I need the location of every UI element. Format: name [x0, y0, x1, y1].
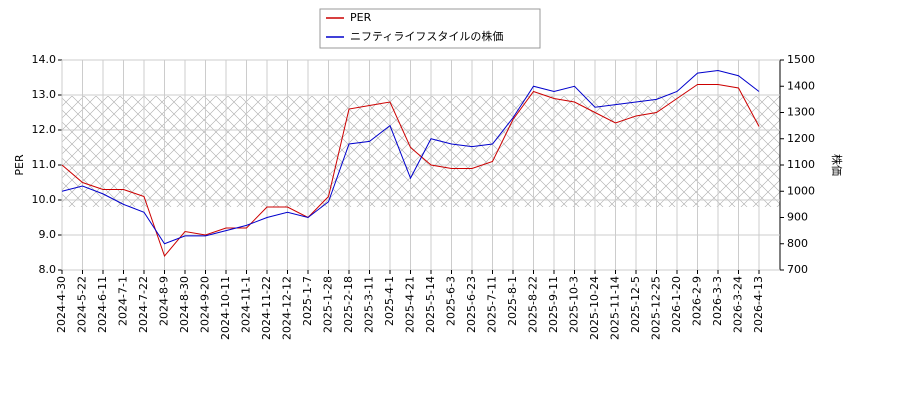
x-tick-label: 2025-4-21 — [404, 276, 417, 333]
x-tick-label: 2025-10-24 — [588, 276, 601, 340]
x-tick-label: 2026-3-24 — [732, 276, 745, 333]
y2-tick-label: 1100 — [787, 158, 815, 171]
x-tick-label: 2024-9-20 — [199, 276, 212, 333]
x-tick-label: 2025-3-11 — [363, 276, 376, 333]
x-tick-label: 2026-4-13 — [752, 276, 765, 333]
y2-tick-label: 1500 — [787, 53, 815, 66]
x-tick-label: 2025-6-3 — [445, 276, 458, 326]
legend — [319, 8, 541, 49]
x-tick-label: 2026-1-20 — [670, 276, 683, 333]
x-tick-label: 2024-12-12 — [281, 276, 294, 340]
y2-tick-label: 800 — [787, 237, 808, 250]
y2-tick-label: 1400 — [787, 79, 815, 92]
y-tick-label: 8.0 — [39, 263, 57, 276]
x-tick-label: 2024-8-30 — [178, 276, 191, 333]
y-tick-label: 10.0 — [32, 193, 57, 206]
y2-tick-label: 1300 — [787, 106, 815, 119]
x-tick-label: 2025-8-22 — [527, 276, 540, 333]
x-tick-label: 2024-7-22 — [137, 276, 150, 333]
x-tick-label: 2024-10-11 — [219, 276, 232, 340]
x-tick-label: 2024-4-30 — [55, 276, 68, 333]
series-line — [61, 69, 760, 245]
x-tick-label: 2026-2-9 — [691, 276, 704, 326]
x-tick-label: 2025-8-1 — [506, 276, 519, 326]
legend-label: ニフティライフスタイルの株価 — [350, 29, 503, 43]
y2-tick-label: 1200 — [787, 132, 815, 145]
x-tick-label: 2025-9-11 — [547, 276, 560, 333]
x-tick-label: 2024-7-1 — [117, 276, 130, 326]
y-tick-label: 9.0 — [39, 228, 57, 241]
y2-tick-label: 1000 — [787, 184, 815, 197]
x-tick-label: 2025-5-14 — [424, 276, 437, 333]
x-tick-label: 2024-8-9 — [158, 276, 171, 326]
y-tick-label: 12.0 — [32, 123, 57, 136]
x-tick-label: 2025-2-18 — [342, 276, 355, 333]
shaded-band — [62, 96, 780, 207]
y2-tick-label: 700 — [787, 263, 808, 276]
series-line — [61, 84, 760, 257]
x-tick-label: 2026-3-3 — [711, 276, 724, 326]
y-axis-label: PER — [13, 154, 26, 176]
x-tick-label: 2024-11-22 — [260, 276, 273, 340]
y-tick-label: 14.0 — [32, 53, 57, 66]
x-tick-label: 2025-4-1 — [383, 276, 396, 326]
x-tick-label: 2025-12-5 — [629, 276, 642, 333]
y2-tick-label: 900 — [787, 211, 808, 224]
y2-axis-label: 株価 — [830, 154, 844, 176]
y-tick-label: 13.0 — [32, 88, 57, 101]
x-tick-label: 2025-1-7 — [301, 276, 314, 326]
x-tick-label: 2024-6-11 — [96, 276, 109, 333]
y-tick-label: 11.0 — [32, 158, 57, 171]
legend-label: PER — [350, 11, 372, 24]
x-tick-label: 2024-11-1 — [240, 276, 253, 333]
x-tick-label: 2025-6-23 — [465, 276, 478, 333]
x-tick-label: 2025-11-14 — [609, 276, 622, 340]
x-tick-label: 2024-5-22 — [76, 276, 89, 333]
x-tick-label: 2025-12-25 — [650, 276, 663, 340]
x-tick-label: 2025-1-28 — [322, 276, 335, 333]
x-tick-label: 2025-7-11 — [486, 276, 499, 333]
x-tick-label: 2025-10-3 — [568, 276, 581, 333]
